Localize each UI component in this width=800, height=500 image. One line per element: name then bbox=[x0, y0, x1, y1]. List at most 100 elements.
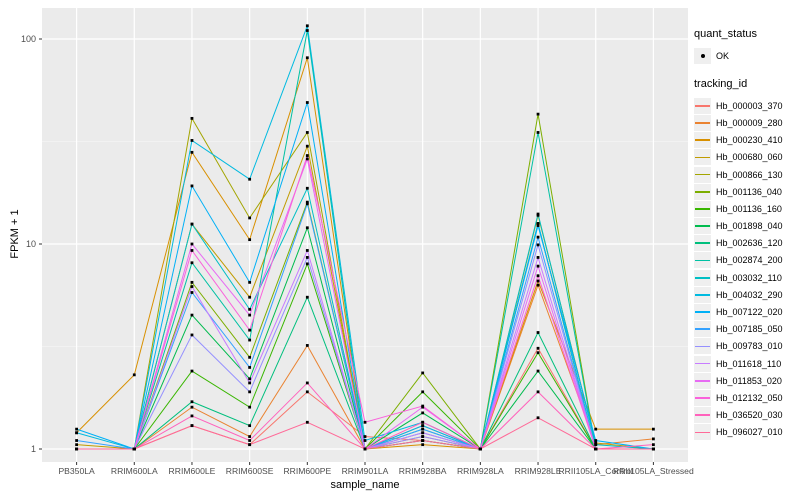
legend-title-tracking-id: tracking_id bbox=[694, 78, 748, 91]
series-color-line-icon bbox=[695, 414, 710, 417]
legend-key-swatch bbox=[694, 355, 711, 372]
legend-item-Hb_000680_060: Hb_000680_060 bbox=[694, 149, 798, 166]
y-axis-tick-labels: 1 10 100 bbox=[21, 34, 36, 454]
legend-item-label: Hb_012132_050 bbox=[716, 392, 783, 403]
series-color-line-icon bbox=[695, 190, 710, 193]
series-color-line-icon bbox=[695, 345, 710, 348]
legend-key-swatch bbox=[694, 389, 711, 406]
svg-text:RRIM901LA: RRIM901LA bbox=[342, 466, 389, 476]
legend-item-label: Hb_000009_280 bbox=[716, 117, 783, 128]
point-marker-icon bbox=[700, 53, 705, 59]
legend-quant-status: quant_status OK bbox=[694, 28, 798, 64]
series-color-line-icon bbox=[695, 173, 710, 176]
svg-text:RRIM600LE: RRIM600LE bbox=[169, 466, 216, 476]
legend-item-label: Hb_002874_200 bbox=[716, 255, 783, 266]
legend-item-label: Hb_001136_040 bbox=[716, 186, 782, 197]
legend-item-label: Hb_036520_030 bbox=[716, 410, 783, 421]
svg-text:RRIM600SE: RRIM600SE bbox=[226, 466, 274, 476]
series-color-line-icon bbox=[695, 122, 710, 124]
axis-ticks bbox=[39, 38, 654, 465]
legend-key-ok bbox=[694, 47, 711, 64]
series-color-line-icon bbox=[695, 362, 710, 365]
series-color-line-icon bbox=[695, 139, 710, 142]
legend-item-Hb_000009_280: Hb_000009_280 bbox=[694, 114, 798, 131]
legend-item-label: Hb_011853_020 bbox=[716, 375, 782, 386]
legend-item-Hb_000866_130: Hb_000866_130 bbox=[694, 166, 798, 183]
series-color-line-icon bbox=[695, 397, 710, 399]
legend-key-swatch bbox=[694, 235, 711, 252]
series-color-line-icon bbox=[695, 276, 710, 279]
legend-item-label: Hb_000230_410 bbox=[716, 135, 783, 146]
legend-item-Hb_002636_120: Hb_002636_120 bbox=[694, 235, 798, 252]
svg-text:1: 1 bbox=[31, 444, 36, 454]
legend-item-Hb_011853_020: Hb_011853_020 bbox=[694, 372, 798, 389]
legend-item-label: Hb_011618_110 bbox=[716, 358, 782, 369]
svg-text:RRIM928LE: RRIM928LE bbox=[515, 466, 562, 476]
legend-key-swatch bbox=[694, 97, 711, 114]
legend-key-swatch bbox=[694, 407, 711, 424]
legend-item-Hb_001136_040: Hb_001136_040 bbox=[694, 183, 798, 200]
svg-text:100: 100 bbox=[21, 34, 36, 44]
series-color-line-icon bbox=[695, 431, 710, 434]
legend-key-swatch bbox=[694, 269, 711, 286]
legend-item-label: OK bbox=[716, 50, 730, 61]
legend-item-label: Hb_007122_020 bbox=[716, 307, 783, 318]
series-color-line-icon bbox=[695, 156, 710, 159]
series-color-line-icon bbox=[695, 208, 710, 210]
legend-item-label: Hb_007185_050 bbox=[716, 324, 783, 335]
legend-item-label: Hb_000003_370 bbox=[716, 100, 783, 111]
series-color-line-icon bbox=[695, 104, 710, 107]
legend-key-swatch bbox=[694, 338, 711, 355]
data-point-markers bbox=[75, 24, 655, 451]
legend-item-label: Hb_002636_120 bbox=[716, 238, 783, 249]
legend-item-label: Hb_003032_110 bbox=[716, 272, 782, 283]
legend-item-Hb_009783_010: Hb_009783_010 bbox=[694, 338, 798, 355]
legend-key-swatch bbox=[694, 372, 711, 389]
legend-key-swatch bbox=[694, 321, 711, 338]
legend-item-Hb_012132_050: Hb_012132_050 bbox=[694, 389, 798, 406]
legend-key-swatch bbox=[694, 183, 711, 200]
legend-key-swatch bbox=[694, 166, 711, 183]
series-color-line-icon bbox=[695, 294, 710, 296]
legend-key-swatch bbox=[694, 424, 711, 441]
legend-key-swatch bbox=[694, 252, 711, 269]
legend-item-ok: OK bbox=[694, 47, 798, 64]
legend-item-Hb_011618_110: Hb_011618_110 bbox=[694, 355, 798, 372]
legend-item-Hb_002874_200: Hb_002874_200 bbox=[694, 252, 798, 269]
legend-item-Hb_000003_370: Hb_000003_370 bbox=[694, 97, 798, 114]
svg-text:RRII105LA_Control: RRII105LA_Control bbox=[558, 466, 633, 476]
x-axis-tick-labels: PB350LA RRIM600LA RRIM600LE RRIM600SE RRIM60… bbox=[58, 466, 694, 476]
svg-text:PB350LA: PB350LA bbox=[58, 466, 95, 476]
svg-text:RRIM928LA: RRIM928LA bbox=[457, 466, 504, 476]
svg-text:RRIM600LA: RRIM600LA bbox=[111, 466, 158, 476]
legend-item-Hb_036520_030: Hb_036520_030 bbox=[694, 407, 798, 424]
series-color-line-icon bbox=[695, 311, 710, 313]
legend-item-label: Hb_000680_060 bbox=[716, 152, 783, 163]
x-axis-title: sample_name bbox=[330, 479, 400, 491]
legend-key-swatch bbox=[694, 132, 711, 149]
legend-item-label: Hb_096027_010 bbox=[716, 427, 783, 438]
legend-item-Hb_000230_410: Hb_000230_410 bbox=[694, 132, 798, 149]
legend-item-Hb_007185_050: Hb_007185_050 bbox=[694, 321, 798, 338]
legend-item-Hb_007122_020: Hb_007122_020 bbox=[694, 303, 798, 321]
legend-item-label: Hb_004032_290 bbox=[716, 289, 783, 300]
legend-key-swatch bbox=[694, 114, 711, 131]
legend-key-swatch bbox=[694, 149, 711, 166]
series-color-line-icon bbox=[695, 379, 710, 382]
legend-item-label: Hb_009783_010 bbox=[716, 341, 783, 352]
series-color-line-icon bbox=[695, 259, 710, 262]
legend-item-Hb_001136_160: Hb_001136_160 bbox=[694, 200, 798, 217]
legend-title-quant-status: quant_status bbox=[694, 28, 757, 40]
legend-item-Hb_001898_040: Hb_001898_040 bbox=[694, 218, 798, 235]
svg-text:RRIM600PE: RRIM600PE bbox=[283, 466, 331, 476]
series-color-line-icon bbox=[695, 242, 710, 245]
series-color-line-icon bbox=[695, 225, 710, 227]
series-color-line-icon bbox=[695, 328, 710, 331]
legend-item-label: Hb_001136_160 bbox=[716, 203, 782, 214]
svg-text:10: 10 bbox=[26, 239, 36, 249]
legend-tracking-rows: Hb_000003_370 Hb_000009_280 Hb_000230_410 H… bbox=[694, 97, 798, 441]
svg-text:RRII105LA_Stressed: RRII105LA_Stressed bbox=[613, 466, 694, 476]
legend-item-label: Hb_000866_130 bbox=[716, 169, 783, 180]
